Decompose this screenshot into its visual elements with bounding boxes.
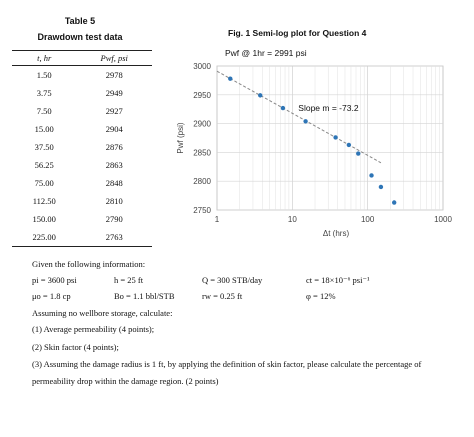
param-pi: pi = 3600 psi: [32, 275, 77, 285]
data-point: [280, 105, 286, 111]
table-row: 75.00 2848: [12, 174, 152, 192]
table-row: 3.75 2949: [12, 84, 152, 102]
table-row: 37.50 2876: [12, 138, 152, 156]
param-bo: Bo = 1.1 bbl/STB: [114, 291, 175, 301]
table-header-pressure: Pwf, psi: [76, 50, 152, 66]
x-tick-label: 1: [215, 215, 220, 224]
table-cell-time: 75.00: [34, 178, 54, 188]
data-point: [356, 151, 361, 156]
table-cell-time: 1.50: [36, 70, 52, 80]
x-tick-label: 100: [361, 215, 375, 224]
data-point: [228, 76, 233, 81]
table-row: 112.50 2810: [12, 192, 152, 210]
param-q: Q = 300 STB/day: [202, 275, 263, 285]
table-cell-pressure: 2927: [105, 106, 123, 116]
param-phi: φ = 12%: [306, 291, 336, 301]
x-axis-label: Δt (hrs): [323, 229, 350, 238]
data-point: [333, 135, 338, 140]
table-cell-pressure: 2790: [105, 214, 123, 224]
table-row: 56.25 2863: [12, 156, 152, 174]
table-row: 15.00 2904: [12, 120, 152, 138]
assumption-text: Assuming no wellbore storage, calculate:: [32, 308, 173, 318]
table-cell-time: 37.50: [34, 142, 54, 152]
y-tick-label: 3000: [193, 62, 211, 71]
data-point: [378, 184, 384, 190]
intro-text: Given the following information:: [32, 259, 146, 269]
question-3-line1: (3) Assuming the damage radius is 1 ft, …: [32, 359, 422, 369]
param-ct: ct = 18×10⁻⁶ psi⁻¹: [306, 275, 370, 285]
table-cell-time: 112.50: [32, 196, 56, 206]
y-tick-label: 2800: [193, 177, 211, 186]
table-header-row: t, hr Pwf, psi: [12, 50, 152, 66]
table-row: 1.50 2978: [12, 66, 152, 85]
x-tick-label: 10: [288, 215, 297, 224]
data-point: [303, 119, 308, 124]
plot-area: [216, 65, 444, 211]
param-rw: rw = 0.25 ft: [202, 291, 243, 301]
y-axis-label: Pwf (psi): [176, 122, 185, 153]
y-tick-label: 2950: [193, 91, 211, 100]
trendline: [216, 70, 382, 164]
annotation-pwf-1hr: Pwf @ 1hr = 2991 psi: [225, 48, 307, 58]
table-cell-pressure: 2904: [105, 124, 123, 134]
table-cell-pressure: 2876: [105, 142, 123, 152]
table-cell-pressure: 2978: [105, 70, 123, 80]
question-1: (1) Average permeability (4 points);: [32, 324, 155, 334]
table-cell-pressure: 2949: [105, 88, 123, 98]
question-2: (2) Skin factor (4 points);: [32, 342, 119, 352]
table-cell-pressure: 2763: [76, 228, 152, 247]
table-title: Table 5: [64, 16, 96, 26]
table-row: 7.50 2927: [12, 102, 152, 120]
data-point: [369, 173, 374, 178]
table-header-time: t, hr: [12, 50, 77, 66]
table-row: 150.00 2790: [12, 210, 152, 228]
table-cell-time: 150.00: [32, 214, 56, 224]
data-point: [258, 93, 263, 98]
param-mu: μo = 1.8 cp: [32, 291, 71, 301]
table-cell-pressure: 2810: [105, 196, 123, 206]
table-cell-pressure: 2848: [105, 178, 123, 188]
table-cell-time: 15.00: [34, 124, 54, 134]
drawdown-data-table: t, hr Pwf, psi 1.50 2978 3.75 2949 7.50 2927 1…: [12, 50, 152, 247]
table-cell-pressure: 2863: [105, 160, 123, 170]
y-tick-label: 2850: [193, 148, 211, 157]
annotation-slope: Slope m = -73.2: [298, 103, 359, 113]
table-subtitle: Drawdown test data: [37, 32, 123, 42]
table-row: 225.00 2763: [12, 228, 152, 247]
x-tick-label: 1000: [434, 215, 452, 224]
figure-title: Fig. 1 Semi-log plot for Question 4: [228, 28, 367, 38]
question-3-line2: permeability drop within the damage regi…: [32, 376, 219, 386]
param-h: h = 25 ft: [114, 275, 144, 285]
y-tick-label: 2750: [193, 206, 211, 215]
table-cell-time: 225.00: [12, 228, 77, 247]
table-body: 1.50 2978 3.75 2949 7.50 2927 15.00 2904 37.50 28…: [12, 66, 152, 247]
y-tick-label: 2900: [193, 120, 211, 129]
data-point: [346, 142, 352, 148]
table-cell-time: 56.25: [34, 160, 54, 170]
table-cell-time: 7.50: [36, 106, 52, 116]
data-point: [391, 200, 397, 205]
table-cell-time: 3.75: [36, 88, 52, 98]
